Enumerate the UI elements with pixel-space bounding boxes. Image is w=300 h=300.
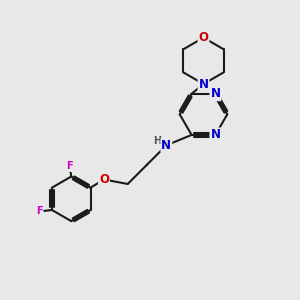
Text: F: F (66, 161, 73, 171)
Text: F: F (36, 206, 43, 217)
Text: H: H (153, 136, 161, 146)
Text: O: O (99, 173, 109, 186)
Text: N: N (210, 87, 220, 100)
Text: N: N (161, 139, 171, 152)
Text: N: N (199, 77, 208, 91)
Text: O: O (199, 31, 208, 44)
Text: N: N (210, 128, 220, 141)
